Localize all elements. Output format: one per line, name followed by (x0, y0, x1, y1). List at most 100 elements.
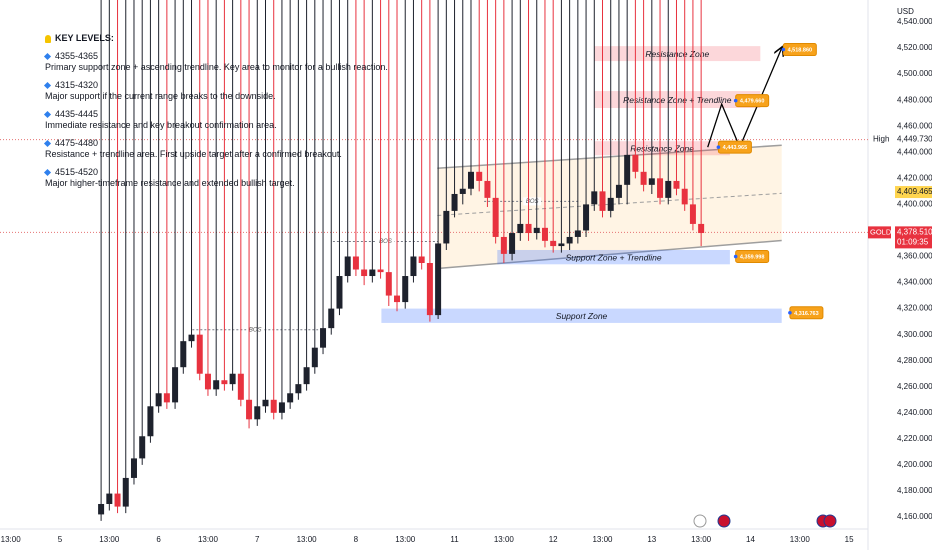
candle-body (533, 227, 540, 234)
candle-body (98, 503, 105, 515)
candle-body (180, 341, 187, 368)
candle-body (640, 171, 647, 185)
price-axis (868, 0, 932, 550)
candle-body (574, 230, 581, 237)
candle-body (287, 393, 294, 403)
candle-body (459, 188, 466, 194)
y-tick-label: 4,300.000 (897, 330, 932, 339)
key-level-range-row: 4355-4365 (43, 51, 388, 62)
candle-body (114, 493, 121, 507)
key-level-range-row: 4515-4520 (43, 167, 388, 178)
candle-body (213, 380, 220, 390)
candle-body (657, 178, 664, 198)
candle-body (484, 180, 491, 198)
key-level-text: Immediate resistance and key breakout co… (45, 120, 277, 130)
x-tick-label: 14 (746, 535, 755, 544)
candle-body (361, 269, 368, 277)
x-tick-label: 13:00 (198, 535, 219, 544)
x-tick-label: 8 (354, 535, 359, 544)
key-level: 4435-4445 Immediate resistance and key br… (43, 109, 388, 131)
candle-body (262, 399, 269, 407)
key-levels-panel: KEY LEVELS: 4355-4365 Primary support zone… (43, 33, 388, 196)
candle-body (410, 256, 417, 277)
key-level-text: Resistance + trendline area. First upsid… (45, 149, 342, 159)
candle-body (130, 458, 137, 478)
diamond-icon (43, 81, 52, 90)
price-label-dot (781, 47, 786, 52)
high-value: 4,449.730 (897, 135, 932, 144)
last-price: 4,378.510 (897, 227, 932, 236)
bos-label-bg (376, 237, 395, 246)
candle-body (311, 347, 318, 368)
panel-title-row: KEY LEVELS: (45, 33, 388, 44)
candle-body (492, 197, 499, 237)
zone (381, 308, 782, 323)
candle-body (278, 402, 285, 413)
y-tick-label: 4,540.000 (897, 17, 932, 26)
candle-body (451, 193, 458, 211)
candle-body (418, 256, 425, 264)
key-level-range-row: 4315-4320 (43, 80, 388, 91)
high-label: High (873, 135, 889, 144)
candle-body (172, 367, 179, 403)
y-tick-label: 4,280.000 (897, 356, 932, 365)
candle-body (435, 243, 442, 316)
candle-body (303, 367, 310, 385)
key-level-text: Primary support zone + ascending trendli… (45, 62, 388, 72)
candle-body (229, 373, 236, 385)
y-tick-label: 4,260.000 (897, 382, 932, 391)
candle-body (270, 399, 277, 413)
candle-body (336, 276, 343, 309)
y-tick-label: 4,220.000 (897, 434, 932, 443)
candle-body (163, 393, 170, 403)
bos-label: BOS (249, 327, 262, 333)
symbol-label: GOLD (870, 227, 892, 236)
candle-body (689, 204, 696, 224)
candle-body (196, 334, 203, 374)
currency: USD (897, 7, 914, 16)
candle-body (344, 256, 351, 277)
x-tick-label: 5 (58, 535, 63, 544)
candle-body (624, 154, 631, 185)
x-tick-label: 7 (255, 535, 260, 544)
candle-body (246, 399, 253, 420)
x-tick-label: 13:00 (494, 535, 515, 544)
diamond-icon (43, 168, 52, 177)
zone (497, 249, 730, 265)
candle-body (476, 171, 483, 181)
candle-body (188, 334, 195, 342)
price-label: 4,359.998 (740, 254, 764, 260)
price-label-dot (733, 98, 738, 103)
candle-body (295, 384, 302, 394)
candle-body (673, 180, 680, 189)
event-icon (693, 514, 707, 528)
candle-body (237, 373, 244, 400)
candle-body (599, 191, 606, 211)
x-tick-label: 13:00 (1, 535, 22, 544)
diamond-icon (43, 52, 52, 61)
key-level-range: 4355-4365 (55, 51, 99, 61)
candle-body (106, 493, 113, 504)
zone-label: Support Zone (556, 311, 608, 321)
candle-body (632, 154, 639, 172)
key-level-range: 4515-4520 (55, 167, 99, 177)
candle-body (155, 393, 162, 407)
key-level-range: 4435-4445 (55, 109, 99, 119)
countdown: 01:09:35 (897, 237, 929, 246)
x-tick-label: 13:00 (691, 535, 712, 544)
candle-body (541, 227, 548, 241)
x-tick-label: 13:00 (297, 535, 318, 544)
price-label-dot (716, 145, 721, 149)
candle-body (122, 477, 129, 507)
candle-body (369, 269, 376, 277)
y-tick-label: 4,360.000 (897, 252, 932, 261)
key-level: 4355-4365 Primary support zone + ascendin… (43, 51, 388, 73)
ma-badge (895, 186, 932, 199)
candle-body (583, 204, 590, 231)
y-tick-label: 4,180.000 (897, 486, 932, 495)
zone-label: Support Zone + Trendline (566, 252, 662, 262)
candle-body (377, 269, 384, 273)
candle-body (402, 276, 409, 303)
